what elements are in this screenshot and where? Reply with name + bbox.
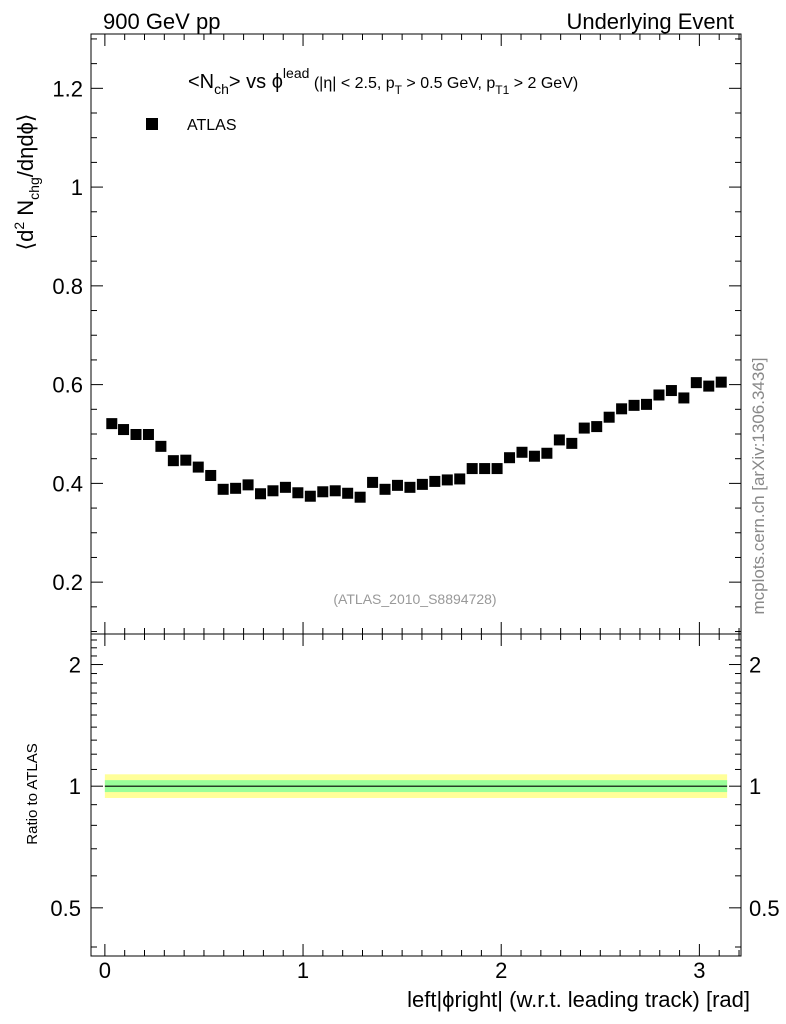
legend-marker-atlas [146, 118, 158, 130]
data-point [155, 440, 167, 452]
data-point [167, 455, 179, 467]
main-axis-ticks: 0.2 0.4 0.6 0.8 1 1.2 [52, 34, 741, 634]
data-point [205, 469, 217, 481]
mcplots-side-label: mcplots.cern.ch [arXiv:1306.3436] [749, 357, 768, 614]
ratio-axis-ticks: 0.5 0.5 1 1 2 2 0 1 2 3 [50, 634, 780, 983]
ratio-y-tick-label-left: 0.5 [50, 896, 81, 921]
data-point [379, 483, 391, 495]
data-point [553, 434, 565, 446]
ratio-plot-frame [90, 633, 742, 957]
data-point [616, 403, 628, 415]
data-point [690, 377, 702, 389]
data-point [578, 422, 590, 434]
x-tick-label: 0 [99, 958, 111, 983]
data-point [242, 479, 254, 491]
data-point [491, 463, 503, 475]
data-point [441, 474, 453, 486]
main-y-axis-label: ⟨d2 Nchg/dηdϕ⟩ [11, 114, 42, 251]
data-point [367, 476, 379, 488]
data-point [641, 398, 653, 410]
data-point [665, 385, 677, 397]
main-y-tick-label: 1 [71, 175, 83, 200]
data-point [317, 486, 329, 498]
data-point [192, 461, 204, 473]
data-point [454, 473, 466, 485]
data-point [180, 454, 192, 466]
ratio-y-tick-label-right: 2 [749, 653, 761, 678]
data-point [591, 421, 603, 433]
x-tick-label: 2 [495, 958, 507, 983]
data-point [429, 475, 441, 487]
data-point [504, 452, 516, 464]
legend-label-atlas: ATLAS [187, 117, 237, 134]
data-point [354, 491, 366, 503]
data-point [292, 487, 304, 499]
data-point [715, 376, 727, 388]
data-point [653, 389, 665, 401]
ratio-y-tick-label-left: 1 [69, 774, 81, 799]
main-y-tick-label: 1.2 [52, 76, 83, 101]
data-point [603, 411, 615, 423]
header-left: 900 GeV pp [103, 9, 220, 34]
data-point [106, 418, 118, 430]
ratio-y-tick-label-right: 1 [749, 774, 761, 799]
data-point [304, 490, 316, 502]
data-point [678, 392, 690, 404]
data-point [466, 463, 478, 475]
data-point [391, 479, 403, 491]
data-point [279, 481, 291, 493]
data-point [130, 428, 142, 440]
ratio-y-tick-label-left: 2 [69, 653, 81, 678]
main-y-tick-label: 0.8 [52, 274, 83, 299]
data-point [703, 380, 715, 392]
atlas-data-series [106, 376, 727, 503]
data-point [118, 424, 130, 436]
main-y-tick-label: 0.6 [52, 373, 83, 398]
data-point [342, 487, 354, 499]
data-point [628, 399, 640, 411]
data-point [516, 446, 528, 458]
data-point [404, 481, 416, 493]
data-point [217, 483, 229, 495]
x-axis-label: left|ϕright| (w.r.t. leading track) [rad… [407, 987, 750, 1012]
data-point [566, 437, 578, 449]
ratio-y-axis-label: Ratio to ATLAS [24, 743, 41, 844]
data-point [528, 450, 540, 462]
data-point [267, 485, 279, 497]
header-right: Underlying Event [566, 9, 734, 34]
data-point [142, 428, 154, 440]
analysis-id-label: (ATLAS_2010_S8894728) [333, 591, 496, 607]
main-y-tick-label: 0.4 [52, 471, 83, 496]
x-tick-label: 1 [297, 958, 309, 983]
plot-title: <Nch> vs ϕlead (|η| < 2.5, pT > 0.5 GeV,… [188, 65, 578, 97]
data-point [416, 478, 428, 490]
ratio-y-tick-label-right: 0.5 [749, 896, 780, 921]
data-point [329, 485, 341, 497]
x-tick-label: 3 [693, 958, 705, 983]
main-y-tick-label: 0.2 [52, 570, 83, 595]
data-point [541, 447, 553, 459]
data-point [230, 482, 242, 494]
data-point [479, 463, 491, 475]
data-point [255, 488, 267, 500]
